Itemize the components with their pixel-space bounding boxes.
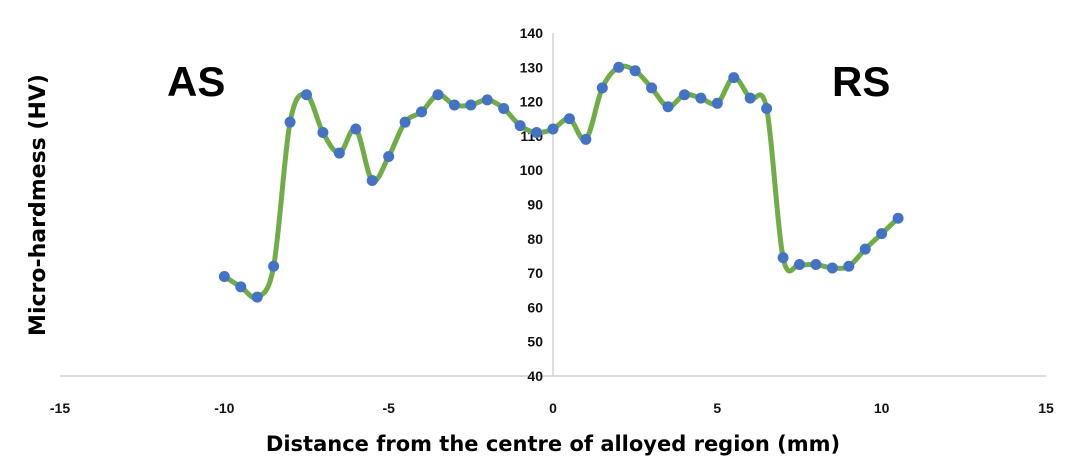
- data-point: [416, 106, 428, 118]
- x-tick-label: 15: [1038, 400, 1054, 416]
- data-point: [399, 116, 411, 128]
- data-point: [794, 259, 805, 271]
- data-point: [580, 133, 592, 145]
- x-tick-labels: -15 -10 -5 0 5 10 15: [50, 400, 1054, 416]
- y-tick-label: 40: [527, 368, 543, 384]
- data-point: [629, 65, 641, 77]
- y-tick-label: 130: [520, 59, 544, 75]
- data-point: [876, 228, 888, 240]
- data-point: [826, 262, 838, 274]
- data-point: [465, 99, 477, 111]
- data-point: [843, 260, 855, 272]
- data-point: [810, 259, 822, 271]
- data-point: [268, 260, 280, 272]
- data-point: [251, 291, 263, 303]
- data-point: [235, 281, 247, 293]
- data-point: [761, 102, 773, 114]
- x-tick-label: 0: [549, 400, 557, 416]
- annotations: AS RS: [167, 58, 890, 105]
- data-point: [333, 147, 345, 159]
- data-point: [596, 82, 608, 94]
- data-point: [448, 99, 460, 111]
- y-tick-label: 80: [527, 231, 543, 247]
- x-tick-label: -5: [382, 400, 395, 416]
- data-point: [301, 89, 312, 101]
- data-point: [432, 89, 444, 101]
- data-point: [563, 113, 575, 125]
- axes: [60, 33, 1046, 377]
- data-point: [859, 243, 871, 255]
- data-point: [662, 101, 674, 113]
- annotation-label: RS: [832, 58, 890, 105]
- data-point: [695, 92, 707, 104]
- data-point: [777, 252, 789, 264]
- data-point: [744, 92, 756, 104]
- x-tick-label: -15: [50, 400, 70, 416]
- data-point: [711, 97, 723, 109]
- annotation-label: AS: [167, 58, 225, 105]
- data-point: [531, 126, 543, 138]
- x-tick-label: 10: [874, 400, 890, 416]
- data-point: [284, 116, 296, 128]
- data-point: [892, 212, 904, 224]
- data-point: [613, 61, 625, 73]
- y-tick-label: 90: [527, 197, 543, 213]
- x-tick-label: 5: [713, 400, 721, 416]
- data-point: [317, 126, 329, 138]
- data-point: [350, 123, 362, 135]
- data-point: [366, 174, 378, 186]
- y-tick-label: 70: [527, 265, 543, 281]
- data-point: [728, 72, 740, 84]
- y-axis-title: Micro-hardmess (HV): [26, 74, 51, 336]
- y-tick-label: 50: [527, 334, 543, 350]
- x-axis-title: Distance from the centre of alloyed regi…: [266, 432, 840, 456]
- data-point: [498, 102, 510, 114]
- data-point: [218, 271, 230, 283]
- series-group: [218, 61, 904, 303]
- data-point: [383, 150, 395, 162]
- data-point: [514, 120, 526, 132]
- data-point: [678, 89, 690, 101]
- x-tick-label: -10: [214, 400, 234, 416]
- y-tick-label: 100: [520, 162, 544, 178]
- data-point: [481, 94, 493, 106]
- y-tick-label: 140: [520, 25, 544, 41]
- data-point: [547, 123, 559, 135]
- y-tick-label: 120: [520, 94, 544, 110]
- y-tick-label: 60: [527, 299, 543, 315]
- data-point: [646, 82, 658, 94]
